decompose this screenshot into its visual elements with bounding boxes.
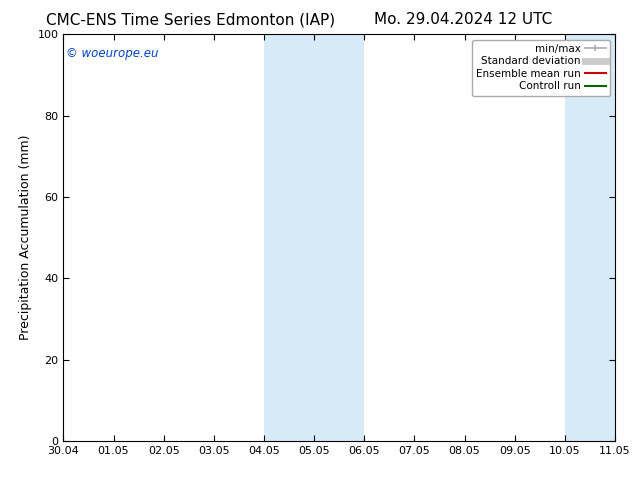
- Bar: [264, 34, 365, 441]
- Y-axis label: Precipitation Accumulation (mm): Precipitation Accumulation (mm): [19, 135, 32, 341]
- Legend: min/max, Standard deviation, Ensemble mean run, Controll run: min/max, Standard deviation, Ensemble me…: [472, 40, 610, 96]
- Text: © woeurope.eu: © woeurope.eu: [66, 47, 158, 59]
- Bar: [565, 34, 615, 441]
- Text: Mo. 29.04.2024 12 UTC: Mo. 29.04.2024 12 UTC: [373, 12, 552, 27]
- Text: CMC-ENS Time Series Edmonton (IAP): CMC-ENS Time Series Edmonton (IAP): [46, 12, 335, 27]
